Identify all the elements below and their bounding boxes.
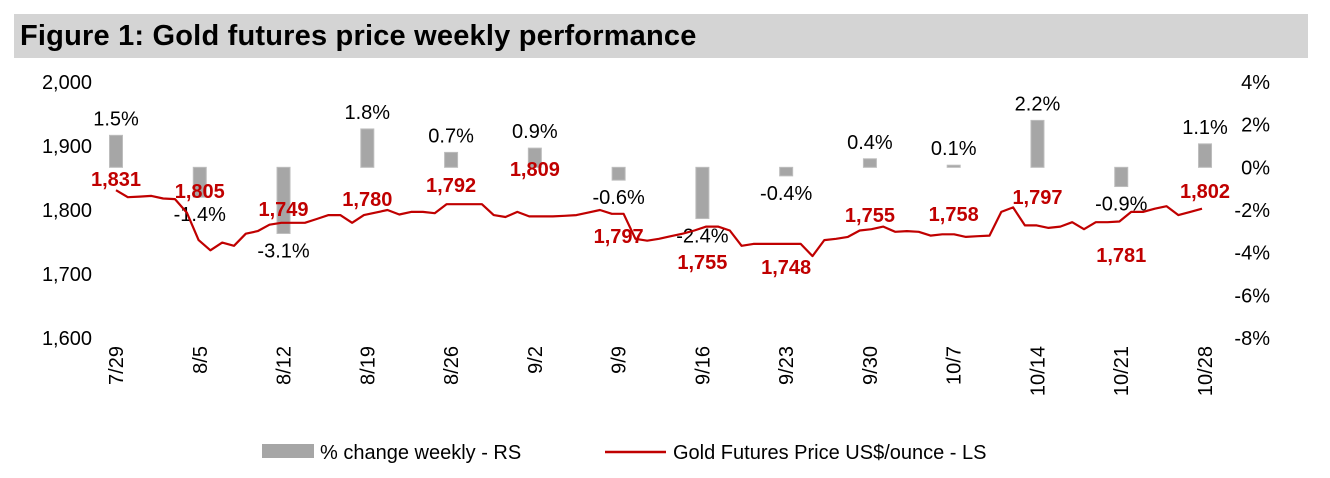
right-axis-tick-label: -2%	[1234, 200, 1270, 222]
right-axis-tick-label: 2%	[1241, 115, 1270, 137]
price-data-label: 1,749	[259, 199, 309, 221]
weekly-change-bar	[946, 164, 961, 168]
bar-data-label: 0.1%	[931, 138, 977, 160]
x-axis-tick-label: 8/12	[274, 346, 296, 385]
price-data-label: 1,802	[1180, 181, 1230, 203]
right-axis-tick-label: 4%	[1241, 72, 1270, 94]
x-axis-tick-label: 8/26	[441, 346, 463, 385]
right-axis-tick-label: -4%	[1234, 243, 1270, 265]
price-data-label: 1,758	[929, 204, 979, 226]
price-data-label: 1,781	[1096, 245, 1146, 267]
legend-bar-label: % change weekly - RS	[320, 442, 521, 464]
x-axis-tick-label: 8/5	[190, 346, 212, 374]
left-axis-tick-label: 2,000	[42, 72, 92, 94]
bar-data-label: 0.9%	[512, 121, 558, 143]
left-axis-tick-label: 1,600	[42, 328, 92, 350]
right-axis-tick-label: -8%	[1234, 328, 1270, 350]
weekly-change-bar	[192, 166, 207, 198]
price-data-label: 1,797	[594, 226, 644, 248]
bar-data-label: 2.2%	[1015, 93, 1061, 115]
right-axis-tick-label: -6%	[1234, 285, 1270, 307]
legend-line-label: Gold Futures Price US$/ounce - LS	[673, 442, 986, 464]
gold-price-line	[115, 189, 1203, 258]
bar-data-label: 0.4%	[847, 132, 893, 154]
price-data-label: 1,809	[510, 159, 560, 181]
weekly-change-bar	[779, 166, 794, 177]
weekly-change-bar	[276, 166, 291, 234]
price-data-label: 1,792	[426, 175, 476, 197]
bar-data-label: 0.7%	[428, 125, 474, 147]
left-axis-tick-label: 1,700	[42, 264, 92, 286]
title-bar: Figure 1: Gold futures price weekly perf…	[14, 14, 1308, 58]
left-axis-tick-label: 1,900	[42, 136, 92, 158]
x-axis-tick-label: 10/14	[1027, 346, 1049, 396]
weekly-change-bar	[444, 151, 459, 168]
price-data-label: 1,755	[845, 205, 895, 227]
x-axis-tick-label: 9/30	[860, 346, 882, 385]
x-axis-tick-label: 9/23	[776, 346, 798, 385]
price-data-label: 1,755	[677, 252, 727, 274]
bar-data-label: 1.8%	[345, 102, 391, 124]
weekly-change-bar	[611, 166, 626, 181]
weekly-change-bar	[1198, 143, 1213, 168]
x-axis-tick-label: 10/7	[944, 346, 966, 385]
x-axis-tick-label: 7/29	[106, 346, 128, 385]
weekly-change-bar	[360, 128, 375, 168]
x-axis-tick-label: 10/28	[1195, 346, 1217, 396]
price-data-label: 1,748	[761, 257, 811, 279]
bar-data-label: -3.1%	[257, 240, 309, 262]
bar-data-label: -0.4%	[760, 183, 812, 205]
price-data-label: 1,831	[91, 169, 141, 191]
bar-data-label: -1.4%	[174, 204, 226, 226]
x-axis-tick-label: 9/16	[692, 346, 714, 385]
x-axis-tick-label: 9/2	[525, 346, 547, 374]
x-axis-tick-label: 9/9	[609, 346, 631, 374]
weekly-change-bar	[109, 134, 123, 168]
figure-title: Figure 1: Gold futures price weekly perf…	[20, 20, 697, 52]
price-data-label: 1,797	[1012, 187, 1062, 209]
weekly-change-bar	[527, 147, 542, 168]
x-axis-tick-label: 8/19	[357, 346, 379, 385]
left-axis-tick-label: 1,800	[42, 200, 92, 222]
weekly-change-bar	[695, 166, 710, 220]
bar-data-label: -0.6%	[592, 187, 644, 209]
weekly-change-bar	[1114, 166, 1129, 188]
weekly-change-bar	[862, 158, 877, 168]
x-axis-tick-label: 10/21	[1111, 346, 1133, 396]
weekly-change-bar	[1030, 119, 1045, 168]
right-axis-tick-label: 0%	[1241, 157, 1270, 179]
price-data-label: 1,805	[175, 181, 225, 203]
bar-data-label: 1.1%	[1182, 117, 1228, 139]
bar-data-label: -0.9%	[1095, 194, 1147, 216]
price-data-label: 1,780	[342, 189, 392, 211]
legend-bar-swatch	[262, 444, 314, 458]
bar-data-label: 1.5%	[93, 108, 139, 130]
